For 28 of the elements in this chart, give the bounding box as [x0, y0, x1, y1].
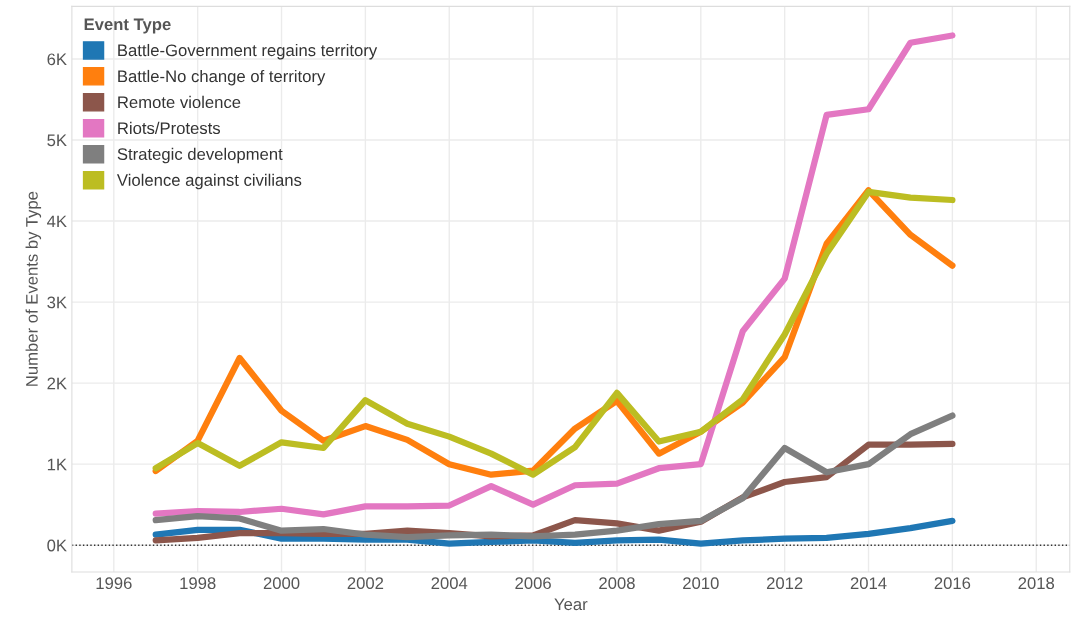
x-tick-label: 1998 [180, 577, 216, 590]
x-tick-label: 2012 [766, 577, 803, 590]
y-tick-label: 5K [47, 134, 67, 147]
legend-label: Riots/Protests [118, 121, 221, 135]
y-tick-label: 2K [47, 377, 67, 390]
x-tick-label: 2004 [431, 577, 468, 590]
x-tick-label: 2000 [263, 577, 300, 590]
x-tick-label: 2016 [934, 577, 971, 590]
x-tick-label: 2008 [599, 577, 635, 590]
y-tick-label: 4K [47, 215, 67, 228]
legend-label: Remote violence [118, 95, 241, 109]
legend-label: Violence against civilians [116, 173, 302, 190]
y-tick-label: 0K [47, 539, 67, 552]
x-tick-label: 2014 [850, 577, 887, 590]
x-tick-label: 2010 [683, 577, 719, 590]
legend-label: Battle-No change of territory [118, 69, 326, 86]
x-axis-title: Year [554, 598, 588, 611]
x-tick-label: 2002 [347, 577, 384, 590]
y-tick-label: 6K [47, 53, 67, 66]
legend-label: Battle-Government regains territory [118, 43, 378, 60]
x-tick-label: 1996 [96, 577, 132, 590]
legend-label: Strategic development [117, 147, 283, 164]
x-tick-label: 2018 [1018, 577, 1055, 590]
y-tick-label: 1K [47, 458, 67, 471]
y-tick-label: 3K [47, 296, 67, 309]
legend-title: Event Type [84, 18, 171, 34]
y-axis-title: Number of Events by Type [25, 191, 42, 386]
x-tick-label: 2006 [515, 577, 551, 590]
